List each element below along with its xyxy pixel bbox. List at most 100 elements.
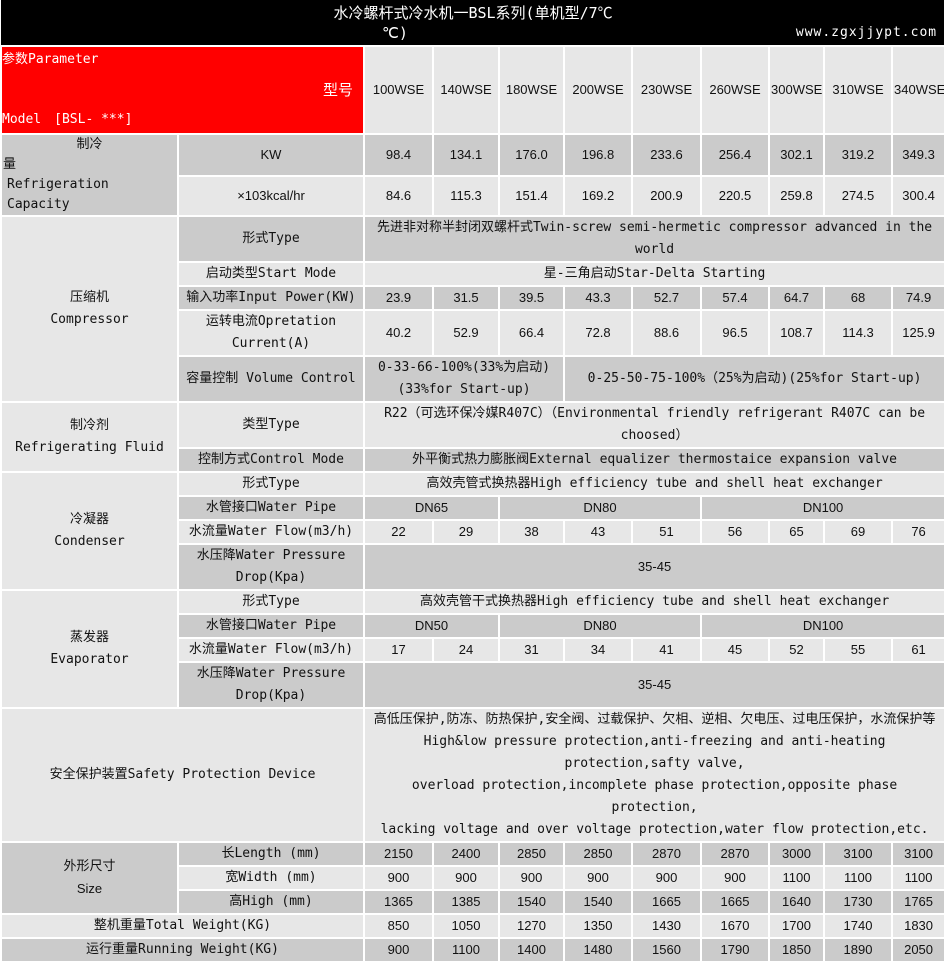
compressor-type-value: 先进非对称半封闭双螺杆式Twin-screw semi-hermetic com… — [362, 215, 944, 263]
length-value: 2870 — [631, 841, 702, 867]
capacity-kw-value: 233.6 — [631, 133, 702, 177]
total-weight-value: 1740 — [823, 913, 893, 939]
compressor-label: 压缩机 Compressor — [0, 215, 179, 403]
width-value: 900 — [432, 865, 500, 891]
size-label: 外形尺寸 Size — [0, 841, 179, 915]
safety-description: 高低压保护,防冻、防热保护,安全阀、过载保护、欠相、逆相、欠电压、过电压保护，水… — [362, 707, 944, 843]
capacity-kw-value: 302.1 — [768, 133, 825, 177]
row-label: 容量控制 Volume Control — [177, 355, 365, 403]
width-value: 900 — [563, 865, 633, 891]
total-weight-value: 1700 — [768, 913, 825, 939]
length-value: 2150 — [363, 841, 434, 867]
condenser-en: Condenser — [54, 534, 125, 549]
evaporator-flow-value: 45 — [700, 637, 770, 663]
running-weight-value: 1790 — [700, 937, 770, 963]
total-weight-value: 1430 — [631, 913, 702, 939]
height-value: 1540 — [498, 889, 565, 915]
current-value: 125.9 — [890, 309, 944, 357]
model-label: Model [BSL- ***] — [2, 112, 133, 127]
width-value: 1100 — [890, 865, 944, 891]
row-label: 水管接口Water Pipe — [177, 495, 365, 521]
compressor-en: Compressor — [50, 312, 129, 327]
sheet-title: 水冷螺杆式冷水机一BSL系列(单机型/7℃ ℃) www.zgxjjypt.com — [1, 0, 944, 46]
input-power-value: 39.5 — [498, 285, 565, 311]
capacity-kw-value: 196.8 — [563, 133, 633, 177]
model-header: 300WSE — [768, 45, 825, 135]
height-value: 1665 — [631, 889, 702, 915]
refrigerant-cn: 制冷剂 — [69, 418, 109, 433]
row-label: 宽Width (mm) — [177, 865, 365, 891]
capacity-kcal-value: 200.9 — [631, 174, 702, 218]
running-weight-value: 1480 — [563, 937, 633, 963]
unit-label: ×103kcal/hr — [177, 174, 365, 218]
capacity-kcal-value: 274.5 — [823, 174, 893, 218]
condenser-flow-value: 43 — [563, 519, 633, 545]
capacity-label: 制冷量 Refrigeration Capacity — [0, 133, 179, 217]
safety-line: overload protection,incomplete phase pro… — [411, 778, 898, 815]
row-label: 形式Type — [177, 471, 365, 497]
model-header: 180WSE — [498, 45, 565, 135]
pipe-value: DN80 — [498, 613, 702, 639]
capacity-kcal-value: 220.5 — [700, 174, 770, 218]
length-value: 3100 — [890, 841, 944, 867]
running-weight-value: 1890 — [823, 937, 893, 963]
safety-label: 安全保护装置Safety Protection Device — [0, 707, 365, 843]
watermark: www.zgxjjypt.com — [795, 25, 938, 40]
row-label: 形式Type — [177, 215, 365, 263]
current-value: 40.2 — [363, 309, 434, 357]
condenser-flow-value: 51 — [631, 519, 702, 545]
width-value: 1100 — [823, 865, 893, 891]
capacity-kw-value: 349.3 — [890, 133, 944, 177]
condenser-flow-value: 76 — [890, 519, 944, 545]
condenser-flow-value: 29 — [432, 519, 500, 545]
current-value: 52.9 — [432, 309, 500, 357]
total-weight-value: 1670 — [700, 913, 770, 939]
row-label: 长Length (mm) — [177, 841, 365, 867]
row-label: 水管接口Water Pipe — [177, 613, 365, 639]
input-power-value: 23.9 — [363, 285, 434, 311]
row-label: 水流量Water Flow(m3/h) — [177, 519, 365, 545]
model-header: 340WSE — [890, 45, 944, 135]
condenser-flow-value: 56 — [700, 519, 770, 545]
title-unit: ℃) — [382, 23, 408, 42]
unit-label: KW — [177, 133, 365, 177]
capacity-kw-value: 256.4 — [700, 133, 770, 177]
condenser-flow-value: 69 — [823, 519, 893, 545]
compressor-cn: 压缩机 — [69, 290, 109, 305]
running-weight-value: 2050 — [890, 937, 944, 963]
running-weight-value: 900 — [363, 937, 434, 963]
width-value: 900 — [700, 865, 770, 891]
input-power-value: 74.9 — [890, 285, 944, 311]
row-label: 输入功率Input Power(KW) — [177, 285, 365, 311]
width-value: 900 — [498, 865, 565, 891]
row-label: 水流量Water Flow(m3/h) — [177, 637, 365, 663]
capacity-kw-value: 319.2 — [823, 133, 893, 177]
input-power-value: 57.4 — [700, 285, 770, 311]
condenser-type-value: 高效壳管式换热器High efficiency tube and shell h… — [362, 471, 944, 497]
safety-line: 高低压保护,防冻、防热保护,安全阀、过载保护、欠相、逆相、欠电压、过电压保护，水… — [373, 712, 936, 727]
evaporator-cn: 蒸发器 — [69, 630, 109, 645]
control-mode-value: 外平衡式热力膨胀阀External equalizer thermostaice… — [362, 447, 944, 473]
condenser-flow-value: 22 — [363, 519, 434, 545]
current-value: 66.4 — [498, 309, 565, 357]
pipe-value: DN100 — [699, 613, 944, 639]
model-header: 310WSE — [823, 45, 893, 135]
current-value: 114.3 — [823, 309, 893, 357]
total-weight-value: 850 — [363, 913, 434, 939]
input-power-value: 68 — [823, 285, 893, 311]
start-mode-value: 星-三角启动Star-Delta Starting — [362, 261, 944, 287]
evaporator-flow-value: 31 — [498, 637, 565, 663]
capacity-cn: 制冷 — [76, 137, 103, 152]
running-weight-value: 1400 — [498, 937, 565, 963]
condenser-label: 冷凝器 Condenser — [0, 471, 179, 591]
capacity-kw-value: 176.0 — [498, 133, 565, 177]
capacity-en: Refrigeration Capacity — [7, 177, 109, 212]
evaporator-flow-value: 34 — [563, 637, 633, 663]
height-value: 1765 — [890, 889, 944, 915]
current-value: 88.6 — [631, 309, 702, 357]
height-value: 1730 — [823, 889, 893, 915]
total-weight-value: 1270 — [498, 913, 565, 939]
input-power-value: 52.7 — [631, 285, 702, 311]
refrigerant-en: Refrigerating Fluid — [15, 440, 164, 455]
